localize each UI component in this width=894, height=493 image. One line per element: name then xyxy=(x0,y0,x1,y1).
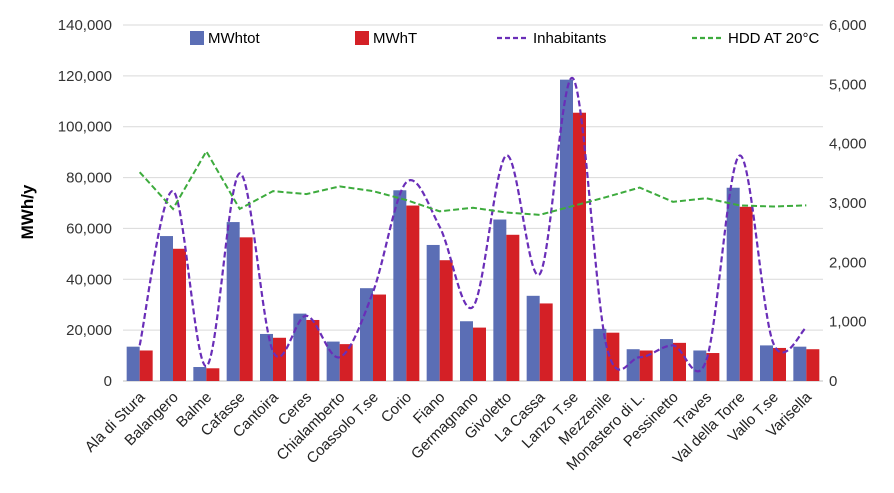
bars xyxy=(126,79,820,382)
y2-tick-label: 4,000 xyxy=(829,136,867,153)
y-tick-label: 80,000 xyxy=(66,170,112,187)
legend: MWhtot MWhT Inhabitants HDD AT 20°C xyxy=(190,30,819,47)
bar-MWhT xyxy=(706,353,720,381)
bar-MWhT xyxy=(206,368,220,381)
bar-MWhtot xyxy=(693,350,707,381)
left-axis-ticks: 0 20,000 40,000 60,000 80,000 100,000 120,000 1… xyxy=(58,17,112,390)
bar-MWhT xyxy=(239,237,253,381)
legend-label: MWhtot xyxy=(208,30,261,47)
bar-MWhT xyxy=(573,112,586,381)
y-tick-label: 140,000 xyxy=(58,17,112,34)
bar-MWhtot xyxy=(260,333,273,381)
y-tick-label: 60,000 xyxy=(66,220,112,237)
legend-swatch xyxy=(190,31,204,45)
bar-MWhtot xyxy=(360,288,373,381)
bar-MWhtot xyxy=(526,295,540,381)
legend-label: MWhT xyxy=(373,30,417,47)
y-axis-label: MWh/y xyxy=(18,184,37,239)
bar-MWhtot xyxy=(293,313,307,381)
bar-MWhT xyxy=(806,349,820,381)
bar-MWhtot xyxy=(626,349,640,381)
bar-MWhtot xyxy=(326,341,340,381)
legend-label: Inhabitants xyxy=(533,30,606,47)
bar-MWhtot xyxy=(593,328,607,381)
bar-MWhtot xyxy=(193,367,207,381)
y2-tick-label: 1,000 xyxy=(829,314,867,331)
line-hdd xyxy=(138,149,807,216)
bar-MWhT xyxy=(439,260,453,381)
bar-MWhT xyxy=(339,344,353,381)
bar-MWhT xyxy=(306,319,320,381)
bar-MWhtot xyxy=(160,236,173,381)
bar-MWhT xyxy=(373,294,386,381)
line-inhabitants xyxy=(138,77,808,373)
bar-MWhT xyxy=(406,205,420,381)
bar-MWhT xyxy=(473,327,486,381)
bar-MWhtot xyxy=(426,244,440,381)
bar-MWhT xyxy=(739,206,753,381)
y2-tick-label: 5,000 xyxy=(829,76,867,93)
y-tick-label: 100,000 xyxy=(58,119,112,136)
bar-MWhT xyxy=(673,342,686,381)
legend-swatch xyxy=(355,31,369,45)
y2-tick-label: 2,000 xyxy=(829,254,867,271)
bar-MWhT xyxy=(539,303,553,381)
bar-MWhtot xyxy=(660,339,673,381)
y-tick-label: 0 xyxy=(104,373,112,390)
category-label: Corio xyxy=(378,389,415,426)
bar-MWhT xyxy=(173,248,186,381)
bar-MWhtot xyxy=(460,321,473,381)
y2-tick-label: 3,000 xyxy=(829,195,867,212)
y-tick-label: 20,000 xyxy=(66,322,112,339)
bar-MWhtot xyxy=(760,345,773,381)
y-tick-label: 40,000 xyxy=(66,271,112,288)
y2-tick-label: 6,000 xyxy=(829,17,867,34)
bar-MWhT xyxy=(506,234,520,381)
bar-MWhtot xyxy=(726,187,740,381)
bar-MWhtot xyxy=(793,346,807,381)
bar-MWhT xyxy=(773,347,786,381)
lines xyxy=(138,77,808,373)
y-tick-label: 120,000 xyxy=(58,68,112,85)
category-labels: Ala di SturaBalangeroBalmeCafasseCantoir… xyxy=(82,388,816,474)
bar-MWhT xyxy=(273,337,286,381)
bar-MWhtot xyxy=(226,222,240,381)
y2-tick-label: 0 xyxy=(829,373,837,390)
bar-MWhtot xyxy=(126,346,140,381)
bar-MWhtot xyxy=(493,219,507,381)
bar-MWhT xyxy=(639,350,653,381)
bar-MWhtot xyxy=(560,79,573,382)
right-axis-ticks: 0 1,000 2,000 3,000 4,000 5,000 6,000 xyxy=(829,17,867,390)
bar-MWhT xyxy=(139,350,153,381)
legend-label: HDD AT 20°C xyxy=(728,30,819,47)
bar-MWhtot xyxy=(393,190,407,381)
bar-MWhT xyxy=(606,332,620,381)
